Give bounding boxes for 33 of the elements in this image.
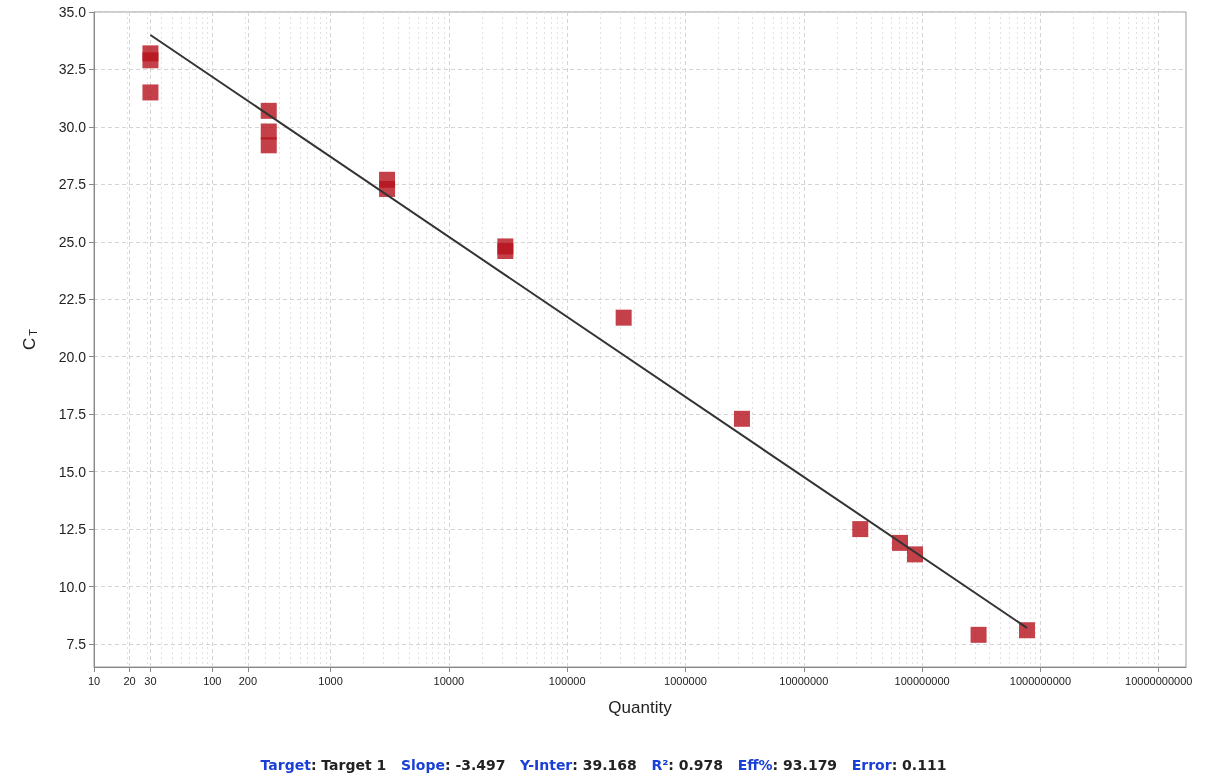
x-tick-label: 30 (144, 674, 157, 687)
y-tick-label: 22.5 (58, 291, 87, 308)
x-tick-label: 1000 (318, 674, 343, 687)
y-axis-title: CT (20, 328, 39, 350)
y-tick-label: 27.5 (58, 176, 87, 193)
x-tick-label: 100000000 (894, 674, 950, 687)
x-tick-label: 10000 (433, 674, 465, 687)
text: Eff%: 93.179 (737, 757, 838, 773)
y-tick-label: 32.5 (58, 61, 87, 78)
y-tick-label: 10.0 (58, 578, 87, 595)
x-tick-label: 20 (123, 674, 136, 687)
y-tick-label: 20.0 (58, 348, 87, 365)
text: Y-Inter: 39.168 (519, 757, 637, 773)
y-tick-label: 15.0 (58, 463, 87, 480)
x-tick-label: 1000000000 (1009, 674, 1072, 687)
text: R²: 0.978 (651, 757, 724, 773)
text: Error: 0.111 (851, 757, 947, 773)
x-tick-label: 10000000000 (1125, 674, 1193, 687)
y-tick-label: 12.5 (58, 521, 87, 538)
y-tick-label: 7.5 (66, 636, 87, 653)
y-tick-label: 30.0 (58, 118, 87, 135)
y-tick-label: 35.0 (58, 4, 87, 20)
x-tick-label: 10 (87, 674, 101, 687)
y-tick-label: 17.5 (58, 406, 87, 423)
text: Target: Target 1 (260, 757, 387, 773)
y-tick-label: 25.0 (58, 233, 87, 250)
text: Slope: -3.497 (400, 757, 506, 773)
x-tick-label: 200 (238, 674, 258, 687)
x-axis-title: Quantity (608, 698, 673, 717)
x-tick-label: 100 (203, 674, 222, 687)
x-tick-label: 10000000 (779, 674, 829, 687)
x-tick-label: 1000000 (664, 674, 707, 687)
x-tick-label: 100000 (548, 674, 586, 687)
